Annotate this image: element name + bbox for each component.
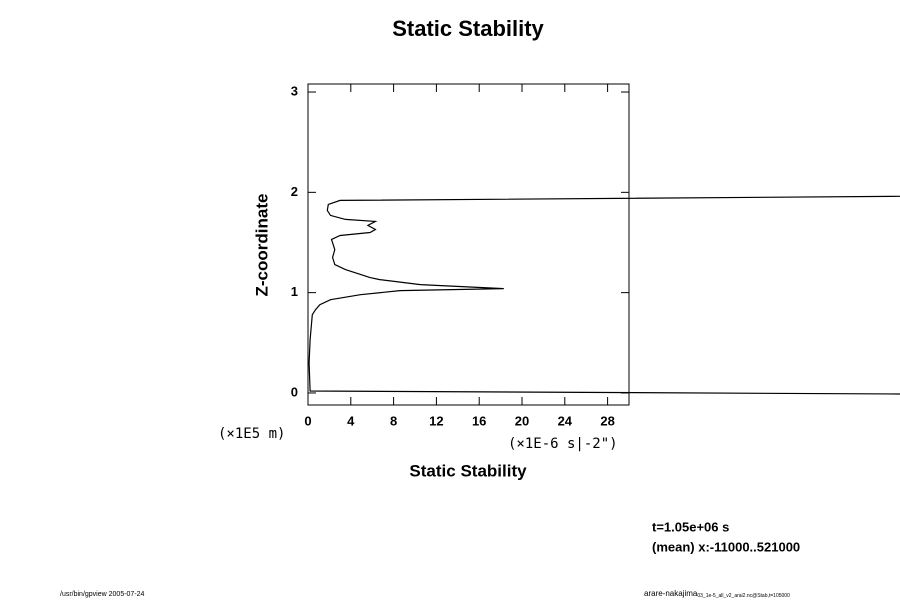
annotation: t=1.05e+06 s	[652, 519, 729, 534]
x-tick-label: 4	[347, 413, 355, 428]
x-tick-label: 16	[472, 413, 486, 428]
data-line	[308, 195, 900, 395]
y-tick-label: 3	[291, 83, 298, 98]
y-tick-label: 2	[291, 184, 298, 199]
x-tick-label: 0	[304, 413, 311, 428]
x-tick-label: 20	[515, 413, 529, 428]
x-tick-label: 8	[390, 413, 397, 428]
chart-title: Static Stability	[392, 16, 544, 41]
footer: /usr/bin/gpview 2005-07-24	[60, 591, 145, 598]
x-axis-label: Static Stability	[409, 461, 527, 480]
y-tick-label: 1	[291, 284, 298, 299]
plot-frame	[307, 83, 630, 406]
footer-sub: 03_1e-5_all_v2_arai2.nc@Stab,t=105000	[697, 593, 790, 599]
annotation: (mean) x:-11000..521000	[652, 539, 800, 554]
x-tick-label: 28	[600, 413, 614, 428]
x-tick-label: 24	[558, 413, 573, 428]
y-unit: (×1E5 m)	[218, 426, 285, 442]
footer-main: arare-nakajima	[644, 589, 698, 598]
x-tick-label: 12	[429, 413, 443, 428]
x-unit: (×1E-6 s|-2")	[508, 436, 618, 452]
y-axis-label: Z-coordinate	[252, 194, 271, 297]
footer: arare-nakajima03_1e-5_all_v2_arai2.nc@St…	[644, 589, 790, 599]
y-tick-label: 0	[291, 384, 298, 399]
